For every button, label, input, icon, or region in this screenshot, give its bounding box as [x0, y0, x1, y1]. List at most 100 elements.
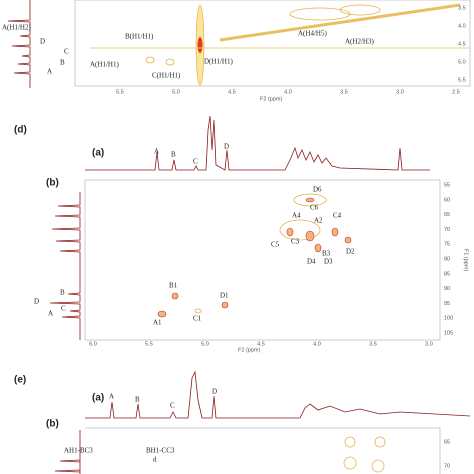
panel-c: D C B A A(H1/H2) B(H1/H1) A(H1/H1) C(H1/…: [2, 0, 471, 102]
peak-label: D2: [346, 248, 355, 256]
annotation: BH1-CC3: [146, 447, 175, 455]
y-tick-label: 85: [444, 271, 450, 277]
y-tick-label: 60: [444, 197, 450, 203]
label: A: [47, 68, 52, 76]
label: D: [34, 298, 39, 306]
label: B: [171, 151, 176, 159]
x-tick-label: 3.0: [396, 89, 404, 95]
peak-label: A1: [153, 319, 162, 327]
panel-d: (d) (a) A B C D (b) B D C A D6 C6 A4 A2 …: [14, 115, 469, 353]
peak: [344, 436, 356, 448]
peak: [305, 197, 315, 203]
annotation: d: [153, 456, 157, 464]
y-tick-label: 65: [444, 439, 450, 445]
x-tick-label: 3.5: [369, 341, 377, 347]
peak: [279, 219, 321, 241]
y-tick-label: 3.5: [458, 5, 466, 11]
x-tick-label: 6.0: [89, 341, 97, 347]
annotation: A(H1/H2): [2, 24, 31, 32]
spectrum-1d: [49, 192, 81, 340]
peak: [343, 456, 357, 470]
y-tick-label: 90: [444, 286, 450, 292]
panel-e: (e) (a) A B C D (b) AH1-BC3 BH1-CC3 d: [14, 370, 471, 474]
label: A: [154, 148, 159, 156]
y-tick-label: 105: [444, 330, 453, 336]
sub-label: (a): [92, 393, 104, 404]
y-tick-label: 100: [444, 316, 453, 322]
y-tick-label: 70: [444, 227, 450, 233]
peak-label: C1: [193, 315, 202, 323]
peak: [221, 301, 229, 309]
label: B: [60, 289, 65, 297]
peak-label: B3: [322, 250, 331, 258]
spectrum-1d: [85, 115, 430, 171]
sub-label: (a): [92, 148, 104, 159]
label: C: [64, 48, 69, 56]
spectrum-1d: [7, 0, 31, 88]
peak: [314, 243, 322, 253]
peak-label: A2: [314, 217, 323, 225]
label: B: [60, 59, 65, 67]
peak-label: C4: [333, 212, 342, 220]
peak: [289, 7, 351, 21]
sub-label: (b): [46, 178, 59, 189]
peak: [305, 230, 315, 242]
label: A: [109, 393, 114, 401]
peak-label: B1: [169, 282, 178, 290]
y-tick-label: 5.0: [458, 59, 466, 65]
peak: [293, 193, 327, 207]
x-tick-label: 5.5: [145, 341, 153, 347]
y-tick-label: 5.5: [458, 77, 466, 83]
peak: [286, 227, 294, 237]
diagonal: [219, 3, 461, 42]
annotation: B(H1/H1): [125, 33, 154, 41]
spectrum-1d: [85, 370, 471, 419]
peak: [194, 308, 202, 314]
x-tick-label: 5.0: [172, 89, 180, 95]
y-tick-label: 4.0: [458, 23, 466, 29]
annotation: A(H1/H1): [90, 61, 119, 69]
annotation: A(H2/H3): [345, 38, 374, 46]
peak: [145, 56, 155, 64]
panel-label: (d): [14, 125, 27, 136]
peak-label: D3: [324, 258, 333, 266]
x-tick-label: 5.0: [201, 341, 209, 347]
peak: [331, 227, 339, 237]
x-tick-label: 5.5: [116, 89, 124, 95]
x-tick-label: 3.5: [340, 89, 348, 95]
x-tick-label: 3.0: [425, 341, 433, 347]
label: D: [40, 38, 45, 46]
peak-label: A4: [292, 212, 301, 220]
y-tick-label: 75: [444, 242, 450, 248]
peak: [157, 310, 167, 318]
peak-label: C6: [310, 204, 319, 212]
annotation: A(H4/H5): [298, 30, 327, 38]
peak: [339, 4, 381, 16]
sub-label: (b): [46, 419, 59, 430]
label: D: [224, 143, 229, 151]
annotation: AH1-BC3: [64, 447, 93, 455]
x-axis-label: F2 (ppm): [260, 96, 282, 102]
label: D: [212, 388, 217, 396]
plot-frame: [84, 179, 441, 341]
annotation: C(H1/H1): [152, 72, 181, 80]
y-axis-label: F1 (ppm): [463, 249, 469, 271]
y-tick-label: 4.5: [458, 41, 466, 47]
spectrum-1d: [54, 430, 81, 474]
peak-label: C5: [271, 241, 280, 249]
x-tick-label: 4.0: [313, 341, 321, 347]
peak-label: C3: [291, 238, 300, 246]
peak: [171, 292, 179, 300]
peak: [371, 459, 385, 473]
x-tick-label: 4.5: [257, 341, 265, 347]
plot-frame: [74, 0, 471, 87]
x-tick-label: 4.0: [284, 89, 292, 95]
peak-label: D1: [220, 292, 229, 300]
label: C: [170, 402, 175, 410]
peak: [165, 58, 175, 66]
annotation: D(H1/H1): [204, 58, 233, 66]
peak: [197, 37, 203, 53]
peak: [374, 436, 386, 448]
x-tick-label: 2.5: [452, 89, 460, 95]
